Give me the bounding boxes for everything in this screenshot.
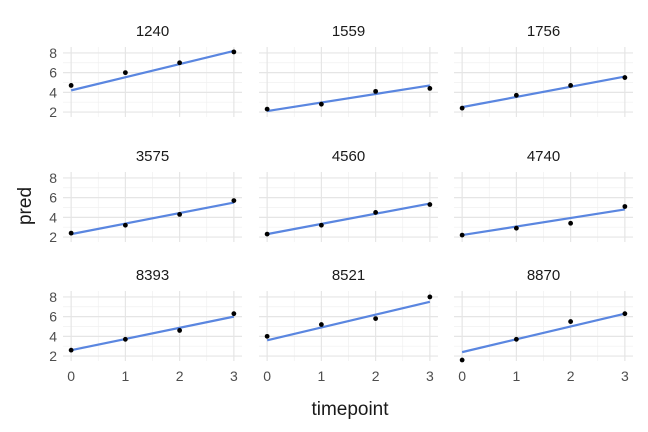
x-tick-label: 2 <box>372 368 380 384</box>
x-axis-ticks: 0 1 2 3 0 1 2 3 0 1 2 3 <box>67 368 629 384</box>
data-point <box>568 319 574 324</box>
panel-title: 4740 <box>527 148 560 165</box>
panel-title: 8393 <box>136 267 169 284</box>
panel-8393: 8393 <box>63 267 242 361</box>
data-point <box>68 230 74 236</box>
panel-4740: 4740 <box>454 148 633 242</box>
x-tick-label: 3 <box>426 368 434 384</box>
data-point <box>122 70 128 76</box>
data-point <box>231 198 237 203</box>
panel-title: 1756 <box>527 23 560 40</box>
data-point <box>568 220 574 226</box>
data-point <box>318 101 324 107</box>
data-point <box>427 86 433 91</box>
fit-line <box>266 202 431 236</box>
y-tick-label: 8 <box>49 170 57 186</box>
data-point <box>68 347 74 353</box>
data-point <box>318 222 324 228</box>
panel-8521: 8521 <box>259 267 438 361</box>
panel-3575: 3575 <box>63 148 242 242</box>
fit-line <box>70 315 235 352</box>
x-tick-label: 1 <box>317 368 325 384</box>
data-point <box>459 232 465 238</box>
data-point <box>68 83 74 88</box>
x-axis-title: timepoint <box>311 399 389 420</box>
data-point <box>122 336 128 342</box>
x-tick-label: 0 <box>263 368 271 384</box>
x-tick-label: 2 <box>176 368 184 384</box>
data-point <box>264 333 270 339</box>
y-tick-label: 6 <box>49 309 57 325</box>
data-point <box>373 316 379 322</box>
panel-title: 8870 <box>527 267 560 284</box>
data-point <box>622 311 628 317</box>
data-point <box>622 75 628 80</box>
data-point <box>177 328 183 333</box>
data-point <box>427 294 433 300</box>
data-point <box>513 92 519 98</box>
y-tick-label: 2 <box>49 104 57 120</box>
x-tick-label: 0 <box>67 368 75 384</box>
y-tick-label: 4 <box>49 84 57 100</box>
panel-1756: 1756 <box>454 23 633 117</box>
fit-line <box>266 84 431 113</box>
y-tick-label: 8 <box>49 289 57 305</box>
panels-layer: 1240 1559 1756 3575 4560 4740 8393 8521 8870 <box>63 23 633 363</box>
data-point <box>318 322 324 327</box>
data-point <box>513 225 519 231</box>
data-point <box>177 211 183 217</box>
data-point <box>122 222 128 228</box>
y-axis-title: pred <box>15 187 36 225</box>
x-tick-label: 2 <box>567 368 575 384</box>
data-point <box>513 336 519 342</box>
panel-title: 1559 <box>332 23 365 40</box>
panel-1240: 1240 <box>63 23 242 117</box>
fit-line <box>70 49 235 92</box>
y-tick-label: 2 <box>49 229 57 245</box>
y-tick-label: 4 <box>49 209 57 225</box>
fit-line <box>70 201 235 236</box>
data-point <box>459 105 465 111</box>
data-point <box>231 49 237 55</box>
panel-title: 1240 <box>136 23 169 40</box>
data-point <box>373 210 379 215</box>
fit-line <box>461 75 626 109</box>
data-point <box>459 357 465 363</box>
panel-1559: 1559 <box>259 23 438 117</box>
data-point <box>427 202 433 207</box>
x-tick-label: 1 <box>121 368 129 384</box>
fit-line <box>461 208 626 237</box>
fit-line <box>266 300 431 342</box>
data-point <box>373 88 379 94</box>
x-tick-label: 3 <box>230 368 238 384</box>
y-tick-label: 6 <box>49 190 57 206</box>
x-tick-label: 1 <box>512 368 520 384</box>
data-point <box>177 60 183 66</box>
y-tick-label: 8 <box>49 45 57 61</box>
panel-8870: 8870 <box>454 267 633 363</box>
y-tick-label: 2 <box>49 348 57 364</box>
panel-title: 8521 <box>332 267 365 284</box>
data-point <box>264 106 270 112</box>
fit-line <box>461 312 626 354</box>
data-point <box>622 204 628 209</box>
x-tick-label: 0 <box>458 368 466 384</box>
panel-title: 4560 <box>332 148 365 165</box>
data-point <box>264 231 270 237</box>
data-point <box>231 311 237 317</box>
x-tick-label: 3 <box>621 368 629 384</box>
panel-title: 3575 <box>136 148 169 165</box>
panel-4560: 4560 <box>259 148 438 242</box>
y-tick-label: 4 <box>49 328 57 344</box>
y-axis-ticks: 2 4 6 8 2 4 6 8 2 4 6 8 <box>49 45 57 364</box>
y-tick-label: 6 <box>49 65 57 81</box>
data-point <box>568 83 574 88</box>
